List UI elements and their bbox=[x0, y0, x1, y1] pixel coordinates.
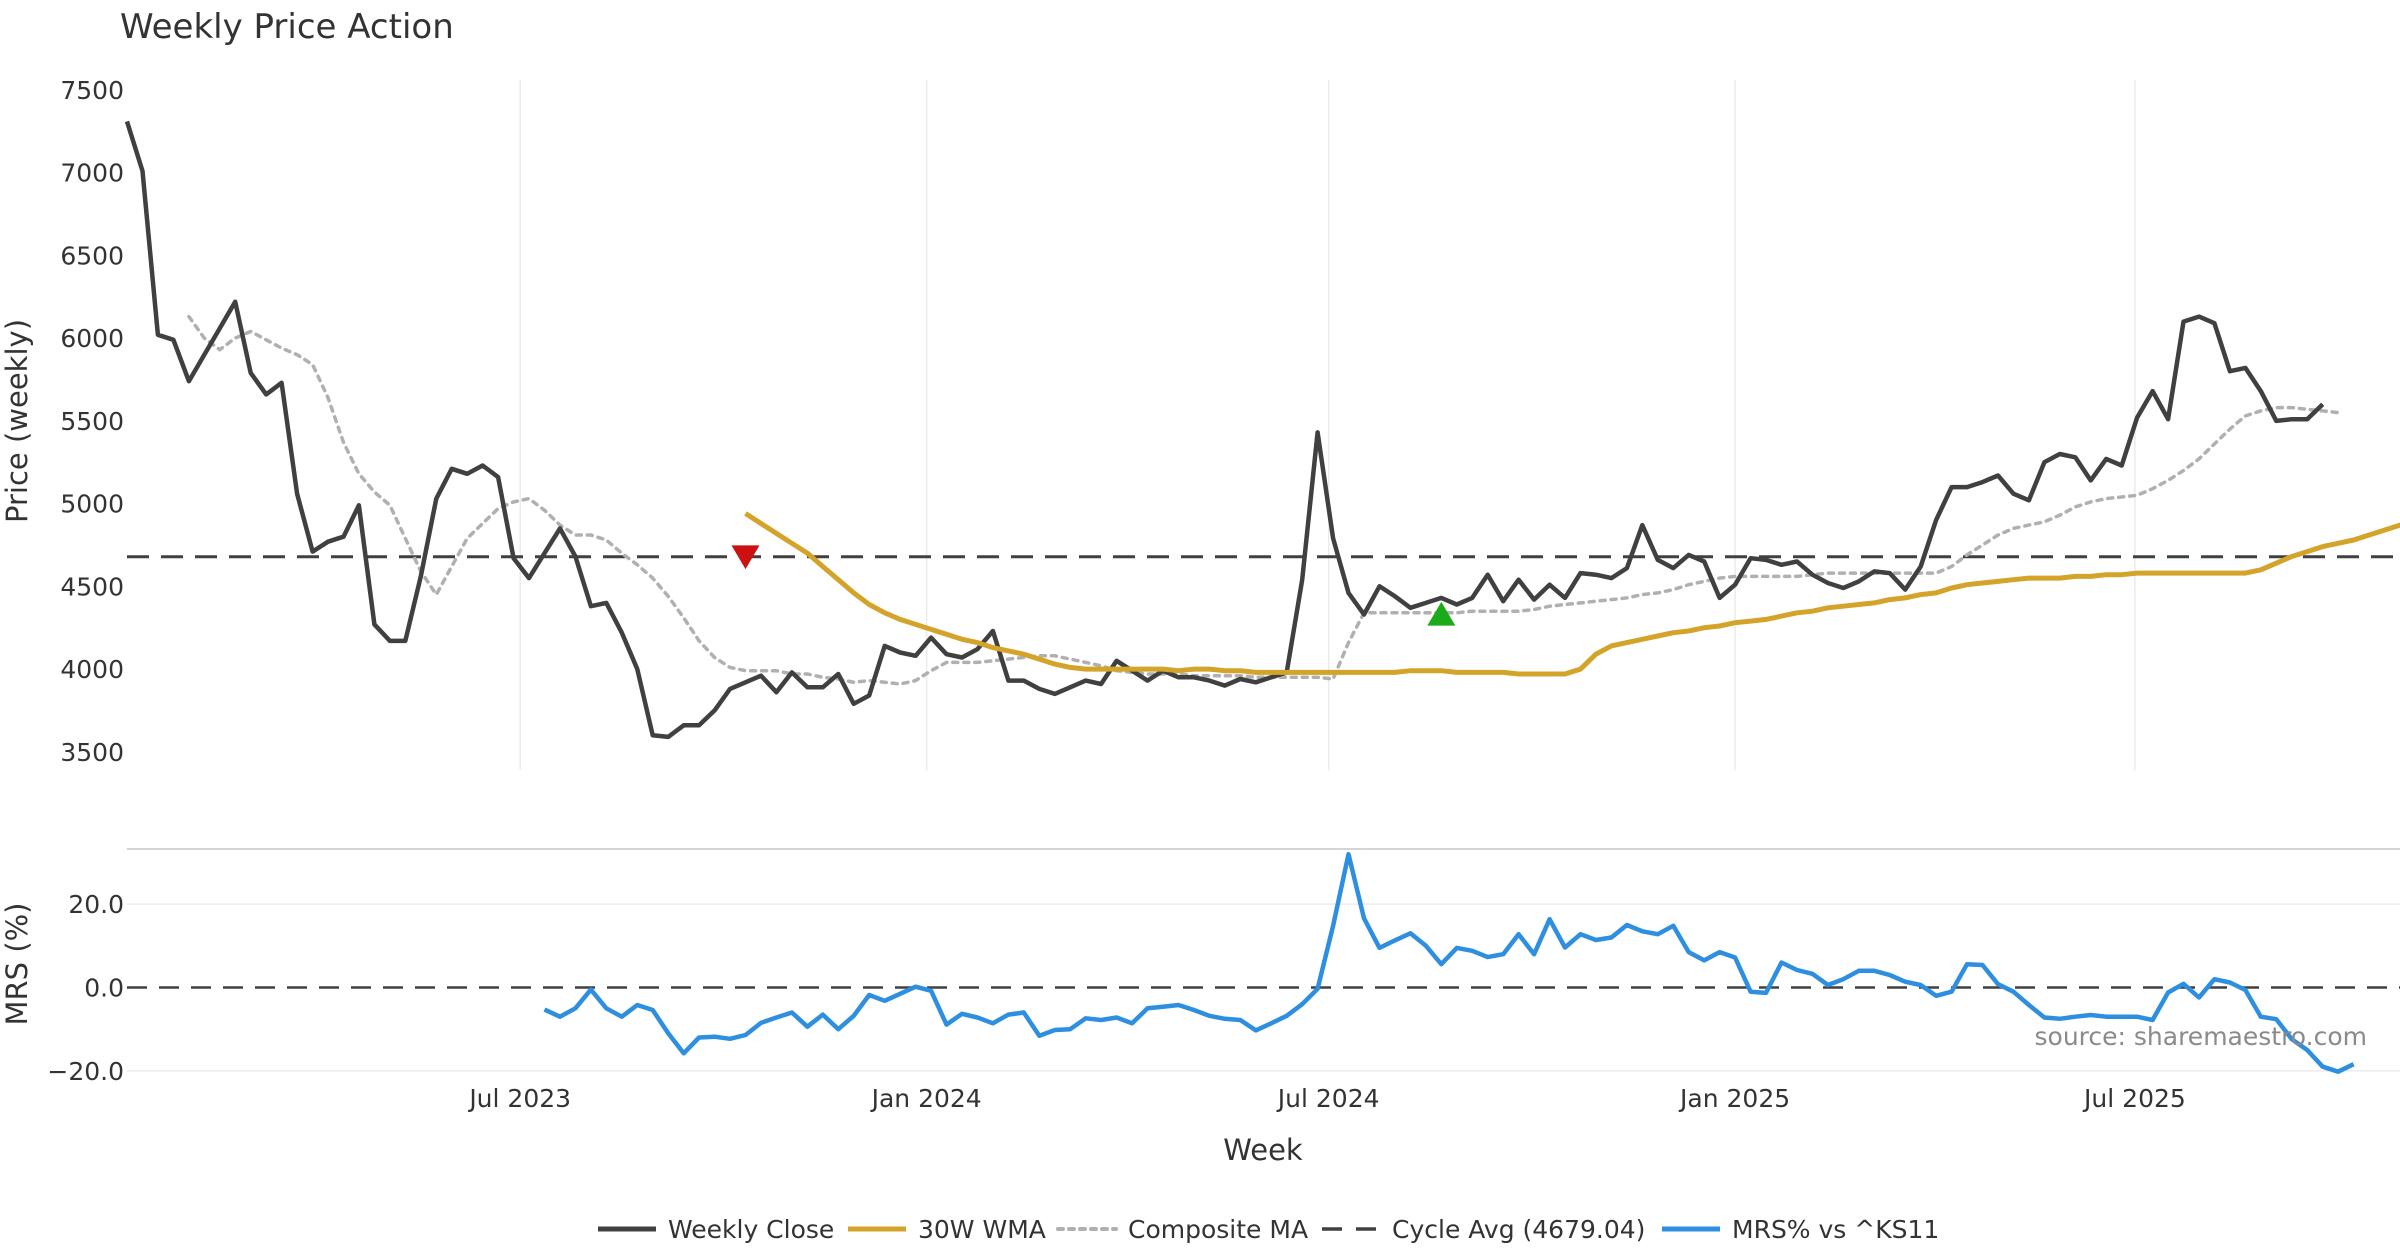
legend-label: Cycle Avg (4679.04) bbox=[1392, 1215, 1645, 1244]
price-tick-label: 5000 bbox=[60, 490, 124, 519]
price-tick-label: 4000 bbox=[60, 655, 124, 684]
x-tick-label: Jul 2025 bbox=[2082, 1084, 2186, 1113]
mrs-axis-label: MRS (%) bbox=[0, 903, 34, 1026]
mrs-line bbox=[543, 851, 2355, 1074]
x-tick-label: Jul 2024 bbox=[1276, 1084, 1380, 1113]
series-layer bbox=[124, 120, 2400, 1074]
tick-labels: Jul 2023 Jan 2024 Jul 2024 Jan 2025 Jul 2025… bbox=[47, 76, 2185, 1113]
price-tick-label: 7000 bbox=[60, 159, 124, 188]
chart-title: Weekly Price Action bbox=[120, 7, 454, 47]
legend-label: MRS% vs ^KS11 bbox=[1732, 1215, 1939, 1244]
price-tick-label: 3500 bbox=[60, 738, 124, 767]
legend-item: Composite MA bbox=[1056, 1215, 1308, 1244]
grid-layer bbox=[127, 80, 2400, 1072]
price-axis-label: Price (weekly) bbox=[0, 319, 34, 523]
legend-item: Cycle Avg (4679.04) bbox=[1322, 1215, 1645, 1244]
price-tick-label: 7500 bbox=[60, 76, 124, 105]
weekly-close-line bbox=[124, 120, 2325, 740]
x-axis-label: Week bbox=[1223, 1133, 1303, 1167]
reference-lines bbox=[127, 555, 2400, 989]
legend-label: 30W WMA bbox=[918, 1215, 1046, 1244]
price-tick-label: 6500 bbox=[60, 241, 124, 270]
legend-item: MRS% vs ^KS11 bbox=[1662, 1215, 1939, 1244]
buy-signal-marker bbox=[1427, 601, 1456, 626]
composite-ma-line bbox=[187, 314, 2340, 686]
source-annotation: source: sharemaestro.com bbox=[2035, 1022, 2368, 1051]
signal-markers bbox=[731, 545, 1456, 626]
mrs-tick-label: −20.0 bbox=[47, 1057, 124, 1086]
mrs-tick-label: 20.0 bbox=[68, 890, 124, 919]
wma-30w-line bbox=[744, 511, 2400, 677]
legend-label: Composite MA bbox=[1128, 1215, 1308, 1244]
price-tick-label: 6000 bbox=[60, 324, 124, 353]
legend-label: Weekly Close bbox=[668, 1215, 834, 1244]
mrs-tick-label: 0.0 bbox=[84, 974, 124, 1003]
sell-signal-marker bbox=[731, 545, 760, 570]
legend: Weekly Close 30W WMA Composite MA Cycle Avg… bbox=[598, 1215, 1939, 1244]
x-tick-label: Jan 2024 bbox=[870, 1084, 982, 1113]
price-tick-label: 4500 bbox=[60, 572, 124, 601]
x-tick-label: Jan 2025 bbox=[1678, 1084, 1790, 1113]
price-tick-label: 5500 bbox=[60, 407, 124, 436]
x-tick-label: Jul 2023 bbox=[467, 1084, 571, 1113]
legend-item: Weekly Close bbox=[598, 1215, 834, 1244]
legend-item: 30W WMA bbox=[848, 1215, 1046, 1244]
